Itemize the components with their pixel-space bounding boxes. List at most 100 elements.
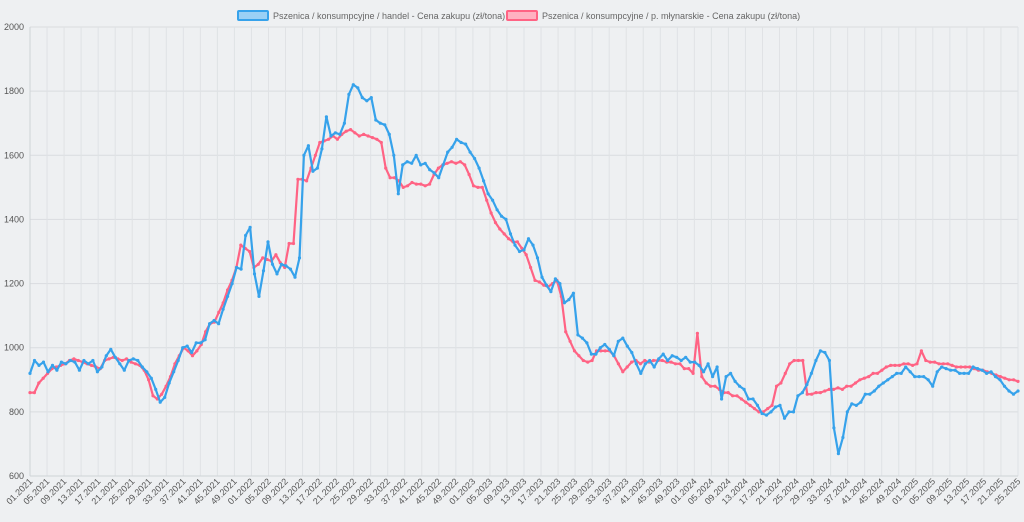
data-point xyxy=(520,246,524,250)
data-point xyxy=(275,272,279,276)
data-point xyxy=(432,171,436,175)
data-point xyxy=(149,376,153,380)
data-point xyxy=(612,354,616,358)
data-point xyxy=(576,333,580,337)
data-point xyxy=(845,384,849,388)
data-point xyxy=(971,365,975,369)
y-tick-label: 800 xyxy=(9,407,24,417)
data-point xyxy=(949,368,953,372)
data-point xyxy=(814,391,818,395)
data-point xyxy=(64,362,68,366)
data-point xyxy=(145,370,149,374)
data-point xyxy=(291,241,296,246)
data-point xyxy=(318,140,322,145)
data-point xyxy=(919,349,924,353)
data-point xyxy=(959,365,963,369)
data-point xyxy=(729,371,733,375)
data-point xyxy=(967,371,971,375)
data-point xyxy=(895,371,899,375)
data-point xyxy=(940,365,944,369)
data-point xyxy=(735,394,739,398)
data-point xyxy=(778,403,782,407)
data-point xyxy=(450,145,454,149)
data-point xyxy=(580,336,585,340)
data-point xyxy=(463,163,467,167)
data-point xyxy=(217,322,221,326)
data-point xyxy=(998,378,1002,382)
data-point xyxy=(195,349,199,353)
data-point xyxy=(782,416,787,420)
data-point xyxy=(827,387,831,391)
series-line-1 xyxy=(28,128,1020,413)
data-point xyxy=(854,403,858,407)
series-0 xyxy=(28,83,1020,456)
data-point xyxy=(648,358,652,363)
data-point xyxy=(841,435,845,440)
data-point xyxy=(814,358,818,363)
data-point xyxy=(660,358,664,363)
data-point xyxy=(941,362,946,366)
data-point xyxy=(531,243,535,247)
data-point xyxy=(1016,379,1020,383)
data-point xyxy=(549,290,553,294)
data-point xyxy=(147,378,151,382)
legend-item-handel[interactable]: Pszenica / konsumpcyjne / handel - Cena … xyxy=(237,10,505,21)
data-point xyxy=(375,137,379,141)
legend-item-mlynarskie[interactable]: Pszenica / konsumpcyjne / p. młynarskie … xyxy=(506,10,800,21)
data-point xyxy=(598,346,602,350)
data-point xyxy=(383,123,387,127)
data-point xyxy=(449,160,454,164)
data-point xyxy=(256,262,260,266)
data-point xyxy=(858,378,862,382)
data-point xyxy=(924,358,928,363)
data-point xyxy=(638,362,643,366)
data-point xyxy=(577,354,581,358)
y-tick-label: 1200 xyxy=(4,279,24,289)
data-point xyxy=(315,166,319,170)
data-point xyxy=(731,394,735,398)
series-layer xyxy=(28,83,1020,456)
data-point xyxy=(95,370,99,374)
data-point xyxy=(473,156,477,161)
data-point xyxy=(279,262,284,266)
data-point xyxy=(713,384,717,388)
data-point xyxy=(702,370,706,374)
data-point xyxy=(868,392,872,396)
data-point xyxy=(770,403,774,407)
data-point xyxy=(634,362,638,366)
data-point xyxy=(493,221,498,225)
data-point xyxy=(748,403,752,407)
data-point xyxy=(621,336,625,340)
data-point xyxy=(136,358,140,363)
data-point xyxy=(252,272,257,276)
data-point xyxy=(86,362,90,366)
data-point xyxy=(697,363,701,367)
data-point xyxy=(333,131,337,135)
data-point xyxy=(55,368,59,372)
data-point xyxy=(261,256,265,260)
data-point xyxy=(370,136,375,140)
legend-label-mlynarskie: Pszenica / konsumpcyjne / p. młynarskie … xyxy=(542,11,800,21)
data-point xyxy=(369,96,373,100)
data-point xyxy=(586,360,590,364)
data-point xyxy=(558,282,562,286)
data-point xyxy=(845,410,849,414)
legend[interactable]: Pszenica / konsumpcyjne / handel - Cena … xyxy=(237,10,800,21)
data-point xyxy=(594,352,598,356)
data-point xyxy=(127,358,131,363)
data-point xyxy=(194,341,198,345)
data-point xyxy=(639,371,643,375)
data-point xyxy=(410,180,414,185)
data-point xyxy=(915,362,919,366)
data-point xyxy=(297,256,302,260)
data-point xyxy=(482,179,486,183)
data-point xyxy=(89,363,94,367)
data-point xyxy=(571,291,576,295)
data-point xyxy=(239,243,243,247)
data-point xyxy=(744,400,748,404)
data-point xyxy=(993,375,998,379)
data-point xyxy=(688,360,692,364)
data-point xyxy=(248,225,252,229)
data-point xyxy=(428,168,432,172)
data-point xyxy=(384,166,388,170)
